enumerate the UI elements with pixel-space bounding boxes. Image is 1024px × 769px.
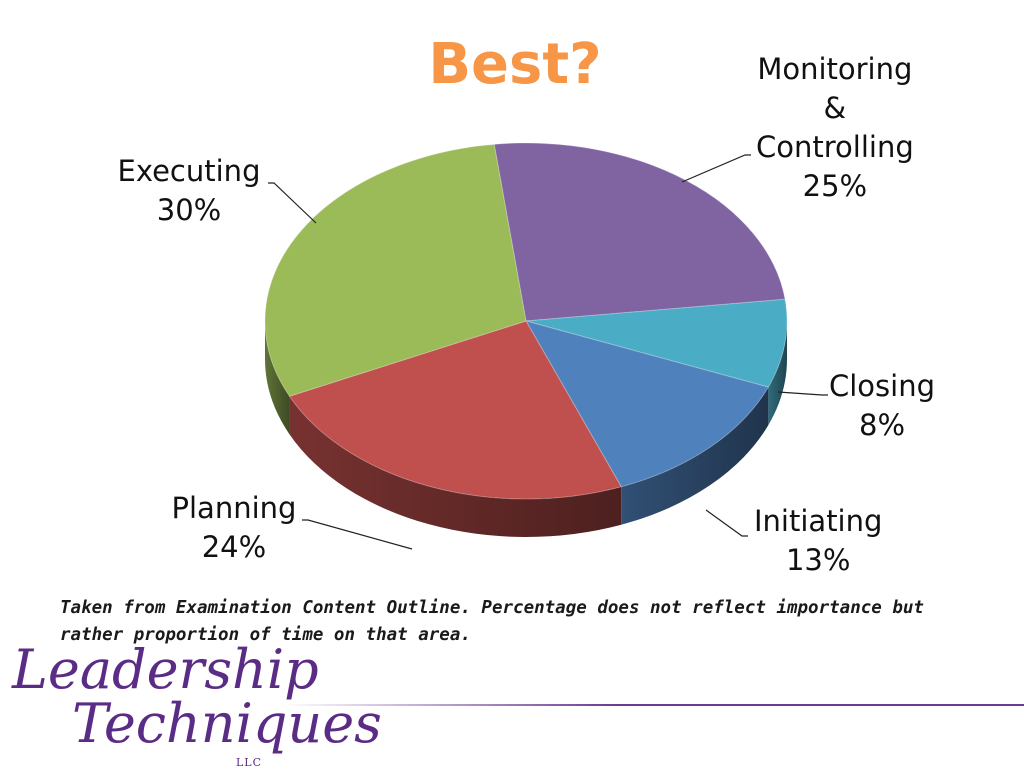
footnote: Taken from Examination Content Outline. … — [60, 598, 924, 645]
pie-slice-monitoring-controlling — [493, 142, 786, 322]
slice-name-text: Planning — [171, 491, 297, 525]
footer-rule — [282, 704, 1024, 706]
pie-side-initiating — [621, 387, 769, 525]
slice-name-text: Executing — [117, 154, 261, 188]
leader-line-monitoring-controlling — [681, 154, 751, 183]
pie-side-closing — [768, 321, 787, 426]
pie-slice-initiating — [524, 320, 770, 488]
pie-side-executing — [265, 321, 290, 435]
leader-line-initiating — [705, 509, 748, 537]
leader-line-closing — [777, 391, 828, 396]
pie-chart — [264, 142, 828, 550]
chart-title: Best? — [428, 32, 602, 97]
slice-label-initiating: Initiating 13% — [754, 502, 882, 580]
slice-name-text: Initiating — [754, 504, 883, 538]
leader-lines — [268, 154, 828, 550]
slice-percent-text: 25% — [802, 169, 868, 203]
slice-label-executing: Executing 30% — [118, 152, 261, 230]
slice-percent-text: 8% — [859, 408, 906, 442]
pie-slices — [264, 142, 788, 500]
logo-suffix: LLC — [236, 756, 263, 769]
slice-name-text: Closing — [829, 369, 936, 403]
logo-line-1: Leadership — [12, 638, 319, 701]
slice-label-closing: Closing 8% — [829, 367, 935, 445]
pie-slice-closing — [525, 298, 788, 388]
slice-name-text: Monitoring — [757, 52, 913, 86]
slice-percent-text: 24% — [201, 530, 267, 564]
pie-slice-planning — [288, 320, 622, 500]
pie-slice-executing — [264, 143, 527, 397]
logo-line-2: Techniques — [72, 692, 382, 755]
slice-percent-text: 30% — [156, 193, 222, 227]
slice-name-text: & — [823, 91, 847, 125]
slice-label-monitoring-controlling: Monitoring & Controlling 25% — [756, 50, 914, 206]
pie-sides — [265, 321, 787, 537]
leader-line-executing — [268, 182, 317, 224]
pie-side-planning — [289, 396, 622, 537]
slice-percent-text: 13% — [785, 543, 851, 577]
slice-name-text: Controlling — [756, 130, 914, 164]
leader-line-planning — [302, 519, 413, 550]
slice-label-planning: Planning 24% — [172, 489, 297, 567]
